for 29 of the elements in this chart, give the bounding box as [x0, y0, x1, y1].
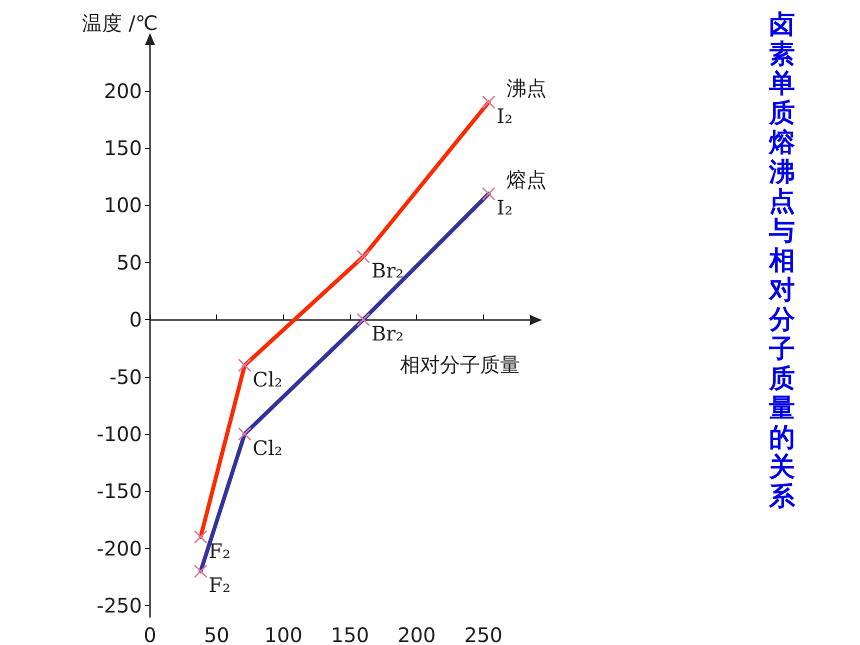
- y-tick-label: 50: [116, 250, 142, 274]
- x-tick-label: 0: [144, 623, 156, 645]
- x-tick-label: 250: [464, 623, 502, 645]
- annotation: F₂: [208, 573, 231, 598]
- y-tick-label: 0: [129, 308, 142, 332]
- x-tick-label: 150: [330, 623, 370, 645]
- series-label: 沸点: [506, 76, 547, 100]
- y-tick-label: 100: [104, 193, 142, 218]
- annotation: F₂: [208, 538, 231, 563]
- x-tick-label: 50: [204, 623, 230, 645]
- series-label: 熔点: [506, 168, 547, 192]
- x-tick-label: 200: [398, 623, 436, 645]
- x-tick-label: 100: [264, 623, 302, 645]
- y-tick-label: 150: [104, 136, 142, 160]
- annotation: Br₂: [371, 322, 404, 346]
- y-tick-label: -150: [96, 479, 142, 504]
- y-tick-label: -250: [96, 594, 142, 618]
- annotation: Cl₂: [252, 367, 282, 392]
- chart-title: 卤素单质熔沸点与相对分子质量的关系: [769, 10, 795, 512]
- annotation: I₂: [496, 104, 513, 128]
- y-tick-label: -200: [96, 536, 142, 560]
- x-axis-title: 相对分子质量: [400, 352, 520, 377]
- annotation: I₂: [496, 196, 513, 220]
- y-axis-title: 温度 /℃: [82, 11, 158, 35]
- annotation: Cl₂: [252, 436, 282, 460]
- y-tick-label: 200: [104, 78, 142, 103]
- annotation: Br₂: [371, 258, 404, 283]
- y-tick-label: -100: [96, 422, 142, 446]
- y-tick-label: -50: [109, 364, 142, 389]
